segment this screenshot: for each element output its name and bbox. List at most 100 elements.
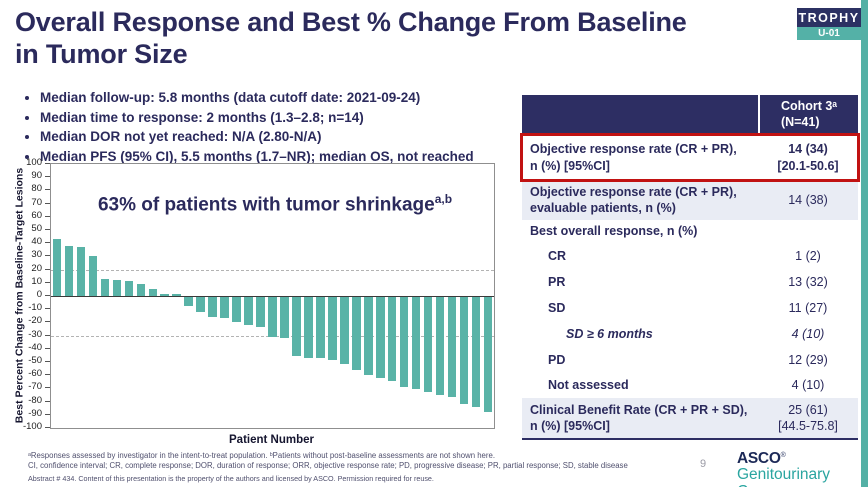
waterfall-bar xyxy=(88,256,98,296)
table-header-cohort-cell: Cohort 3ᵃ (N=41) xyxy=(758,95,858,135)
y-tick-label: 50 xyxy=(31,223,42,234)
right-edge-accent xyxy=(861,0,868,487)
waterfall-bar xyxy=(172,294,181,296)
waterfall-bar xyxy=(148,289,158,296)
y-tick-label: -80 xyxy=(28,394,42,406)
waterfall-bar xyxy=(124,281,134,296)
y-tick-label: 80 xyxy=(31,183,42,195)
key-stat-item: Median time to response: 2 months (1.3–2… xyxy=(40,110,540,126)
waterfall-bar xyxy=(423,297,433,393)
waterfall-bar xyxy=(268,297,277,337)
waterfall-bar xyxy=(112,280,122,296)
waterfall-bar xyxy=(399,297,409,387)
table-row-label: Clinical Benefit Rate (CR + PR + SD), n … xyxy=(530,402,748,433)
waterfall-bar xyxy=(387,297,397,382)
footnote-line1: ᵃResponses assessed by investigator in t… xyxy=(28,451,495,460)
waterfall-bar xyxy=(52,239,62,296)
table-row: Not assessed 4 (10) xyxy=(522,373,858,398)
waterfall-bar xyxy=(280,297,289,338)
y-tick-mark xyxy=(45,295,50,296)
page-number: 9 xyxy=(700,458,707,470)
chart-annotation: 63% of patients with tumor shrinkagea,b xyxy=(97,192,453,216)
table-row: PD 12 (29) xyxy=(522,347,858,373)
y-tick-mark xyxy=(45,202,50,204)
y-tick-mark xyxy=(45,242,50,244)
y-tick-mark xyxy=(45,400,50,402)
table-row-label: Not assessed xyxy=(548,378,629,393)
y-tick-label: -50 xyxy=(28,355,42,366)
asco-registered-mark: ® xyxy=(780,451,786,459)
y-tick-mark xyxy=(45,308,50,310)
waterfall-bar xyxy=(136,284,146,296)
y-tick-label: -10 xyxy=(28,302,42,314)
table-row: SD 11 (27) xyxy=(522,295,858,321)
y-tick-mark xyxy=(45,374,50,376)
page-title: Overall Response and Best % Change From … xyxy=(15,6,687,71)
key-stats-list: Median follow-up: 5.8 months (data cutof… xyxy=(22,90,540,169)
y-tick-mark xyxy=(45,255,50,257)
waterfall-bar xyxy=(340,297,349,365)
asco-logo-line1: Genitourinary xyxy=(737,466,831,484)
table-row-value: 13 (32) xyxy=(788,274,828,289)
key-stat-item: Median DOR not yet reached: N/A (2.80-N/… xyxy=(40,129,540,145)
y-tick-mark xyxy=(45,163,50,164)
waterfall-bar xyxy=(376,297,385,378)
waterfall-bar xyxy=(459,297,469,404)
annotation-superscript: a,b xyxy=(434,192,453,206)
y-tick-mark xyxy=(45,427,50,428)
table-row: Best overall response, n (%) xyxy=(522,220,858,243)
table-row-label: PR xyxy=(548,274,566,289)
table-row: SD ≥ 6 months 4 (10) xyxy=(522,321,858,347)
table-row-value: 4 (10) xyxy=(791,326,825,341)
y-tick-label: 0 xyxy=(36,289,42,300)
table-row-value: 4 (10) xyxy=(791,378,825,393)
table-row-label: CR xyxy=(548,248,567,263)
table-row: Clinical Benefit Rate (CR + PR + SD), n … xyxy=(522,398,858,438)
y-tick-label: -20 xyxy=(28,315,42,327)
y-tick-label: 20 xyxy=(31,262,42,274)
y-tick-mark xyxy=(45,413,50,415)
waterfall-bar xyxy=(316,297,325,358)
y-tick-mark xyxy=(45,189,50,191)
response-table: Cohort 3ᵃ (N=41) Objective response rate… xyxy=(520,95,860,440)
y-tick-mark xyxy=(45,387,50,389)
title-line2: in Tumor Size xyxy=(15,39,188,70)
waterfall-bar xyxy=(447,297,457,398)
trophy-logo: TROPHY U-01 xyxy=(797,8,861,40)
table-row-value: 11 (27) xyxy=(788,300,828,315)
asco-logo-word: ASCO xyxy=(737,450,781,467)
y-tick-mark xyxy=(45,229,50,230)
waterfall-bar xyxy=(220,297,229,319)
y-tick-label: 40 xyxy=(31,236,42,248)
table-row: Objective response rate (CR + PR), evalu… xyxy=(522,180,858,220)
chart-footnotes: ᵃResponses assessed by investigator in t… xyxy=(28,451,708,471)
y-tick-mark xyxy=(45,215,50,217)
waterfall-bar xyxy=(232,297,241,323)
y-tick-label: 70 xyxy=(31,196,42,208)
waterfall-bar xyxy=(364,297,373,375)
y-tick-label: 100 xyxy=(26,157,42,168)
y-tick-mark xyxy=(45,321,50,323)
waterfall-bar xyxy=(196,297,205,312)
y-tick-mark xyxy=(45,361,50,362)
waterfall-bar xyxy=(411,297,421,390)
table-row-value: 14 (38) xyxy=(788,192,828,207)
y-tick-label: -100 xyxy=(22,421,42,432)
table-row-label: PD xyxy=(548,352,566,367)
y-tick-label: -90 xyxy=(28,407,42,419)
waterfall-bar xyxy=(483,297,493,412)
key-stat-item: Median follow-up: 5.8 months (data cutof… xyxy=(40,90,540,106)
asco-logo: ASCO® Genitourinary Cancers Symposium xyxy=(737,450,868,487)
waterfall-bar xyxy=(184,297,193,307)
waterfall-bar xyxy=(208,297,217,317)
table-row-label: Objective response rate (CR + PR), evalu… xyxy=(530,184,737,215)
y-tick-label: 90 xyxy=(31,170,42,182)
key-stat-item: Median PFS (95% CI), 5.5 months (1.7–NR)… xyxy=(40,149,540,165)
y-tick-mark xyxy=(45,334,50,336)
waterfall-bar xyxy=(244,297,253,325)
table-row: PR 13 (32) xyxy=(522,269,858,295)
table-row: Objective response rate (CR + PR), n (%)… xyxy=(520,133,860,182)
title-line1: Overall Response and Best % Change From … xyxy=(15,7,687,37)
y-tick-label: 30 xyxy=(31,249,42,261)
